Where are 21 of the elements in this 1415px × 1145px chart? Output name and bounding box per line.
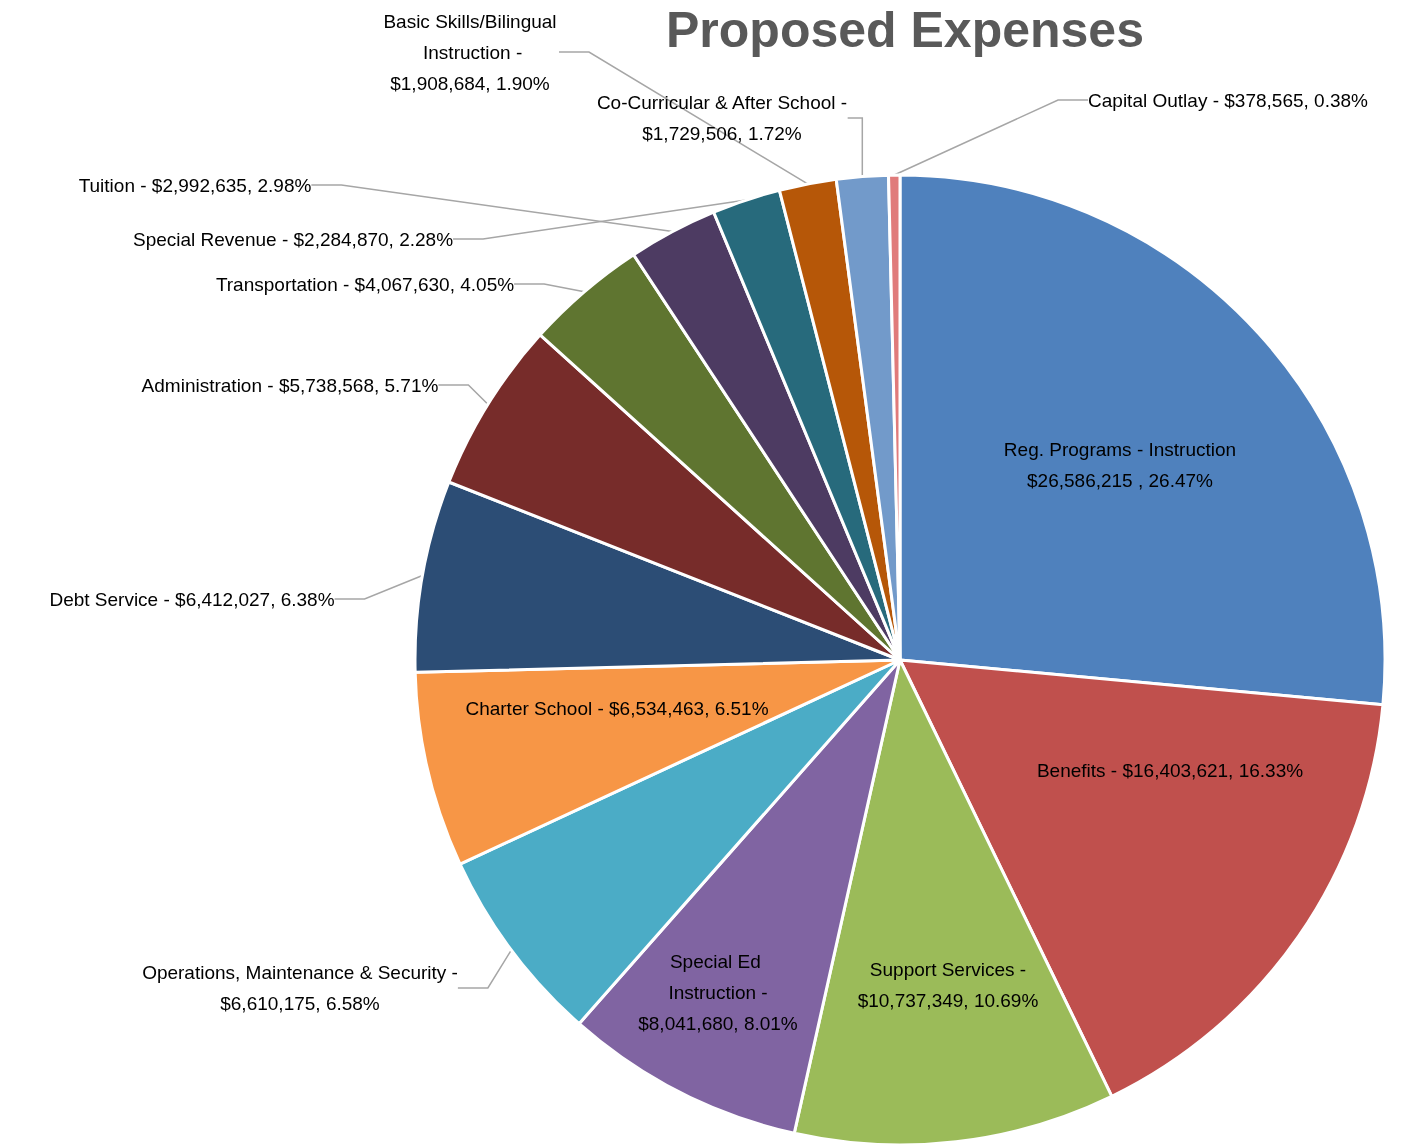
slice-label: Support Services - — [869, 959, 1027, 980]
chart-title: Proposed Expenses — [666, 2, 1144, 58]
slice-label: Reg. Programs - Instruction — [1003, 439, 1237, 460]
slice-label: Special Ed Instruction - — [668, 950, 768, 1003]
data-label: $26,586,215 , 26.47% — [1027, 470, 1214, 491]
slice-label: Basic Skills/Bilingual Instruction - — [383, 10, 557, 63]
slice-label: Capital Outlay - $378,565, 0.38% — [1088, 89, 1369, 111]
slice-label: Debt Service - $6,412,027, 6.38% — [49, 588, 335, 610]
slice-label: Operations, Maintenance & Security - — [142, 962, 458, 983]
slice-label: Administration - $5,738,568, 5.71% — [141, 374, 439, 396]
data-label: $1,729,506, 1.72% — [642, 123, 802, 144]
data-label: $8,041,680, 8.01% — [638, 1012, 798, 1034]
data-label: $6,610,175, 6.58% — [220, 993, 380, 1014]
slice-label: Special Revenue - $2,284,870, 2.28% — [132, 228, 454, 250]
slice-label: Transportation - $4,067,630, 4.05% — [215, 273, 515, 295]
slice-label: Charter School - $6,534,463, 6.51% — [465, 697, 769, 719]
data-label: $10,737,349, 10.69% — [857, 990, 1039, 1011]
data-label: $1,908,684, 1.90% — [390, 72, 550, 94]
slice-label: Benefits - $16,403,621, 16.33% — [1036, 759, 1304, 781]
slice-label: Tuition - $2,992,635, 2.98% — [78, 174, 312, 196]
slice-label: Co-Curricular & After School - — [596, 92, 848, 113]
